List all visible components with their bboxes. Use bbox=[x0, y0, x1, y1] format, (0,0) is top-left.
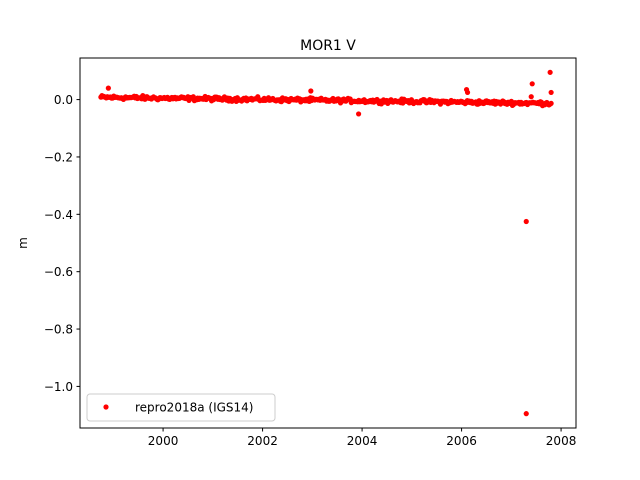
chart-title: MOR1 V bbox=[300, 38, 356, 54]
outlier-point bbox=[105, 85, 111, 91]
outlier-point bbox=[528, 94, 534, 100]
data-points bbox=[98, 69, 554, 417]
outlier-point bbox=[523, 218, 529, 225]
outlier-point bbox=[308, 88, 314, 94]
x-tick-label: 2004 bbox=[347, 434, 378, 448]
outlier-point bbox=[464, 89, 471, 96]
x-tick-label: 2006 bbox=[446, 434, 477, 448]
x-tick-label: 2008 bbox=[546, 434, 577, 448]
y-tick-label: −1.0 bbox=[44, 380, 73, 394]
y-tick-label: −0.4 bbox=[44, 208, 73, 222]
y-tick-label: −0.6 bbox=[44, 265, 73, 279]
outlier-point bbox=[529, 81, 535, 87]
y-axis-label: m bbox=[16, 237, 30, 249]
y-tick-label: −0.8 bbox=[44, 323, 73, 337]
legend-marker bbox=[103, 404, 109, 410]
y-tick-label: 0.0 bbox=[54, 93, 73, 107]
data-point bbox=[548, 100, 554, 106]
legend: repro2018a (IGS14) bbox=[86, 393, 276, 422]
outlier-point bbox=[356, 111, 362, 117]
x-tick-label: 2002 bbox=[247, 434, 278, 448]
outlier-point bbox=[548, 89, 554, 96]
outlier-point bbox=[547, 69, 553, 75]
legend-label: repro2018a (IGS14) bbox=[135, 401, 253, 415]
plot-frame bbox=[79, 57, 577, 429]
outlier-point bbox=[523, 411, 529, 417]
x-tick-label: 2000 bbox=[148, 434, 179, 448]
y-tick-label: −0.2 bbox=[44, 150, 73, 164]
axis-ticks: 2000 2002 2004 2006 2008 0.0 −0.2 −0.4 −0.6 −0.8 −… bbox=[44, 93, 576, 448]
legend-box bbox=[86, 393, 276, 422]
